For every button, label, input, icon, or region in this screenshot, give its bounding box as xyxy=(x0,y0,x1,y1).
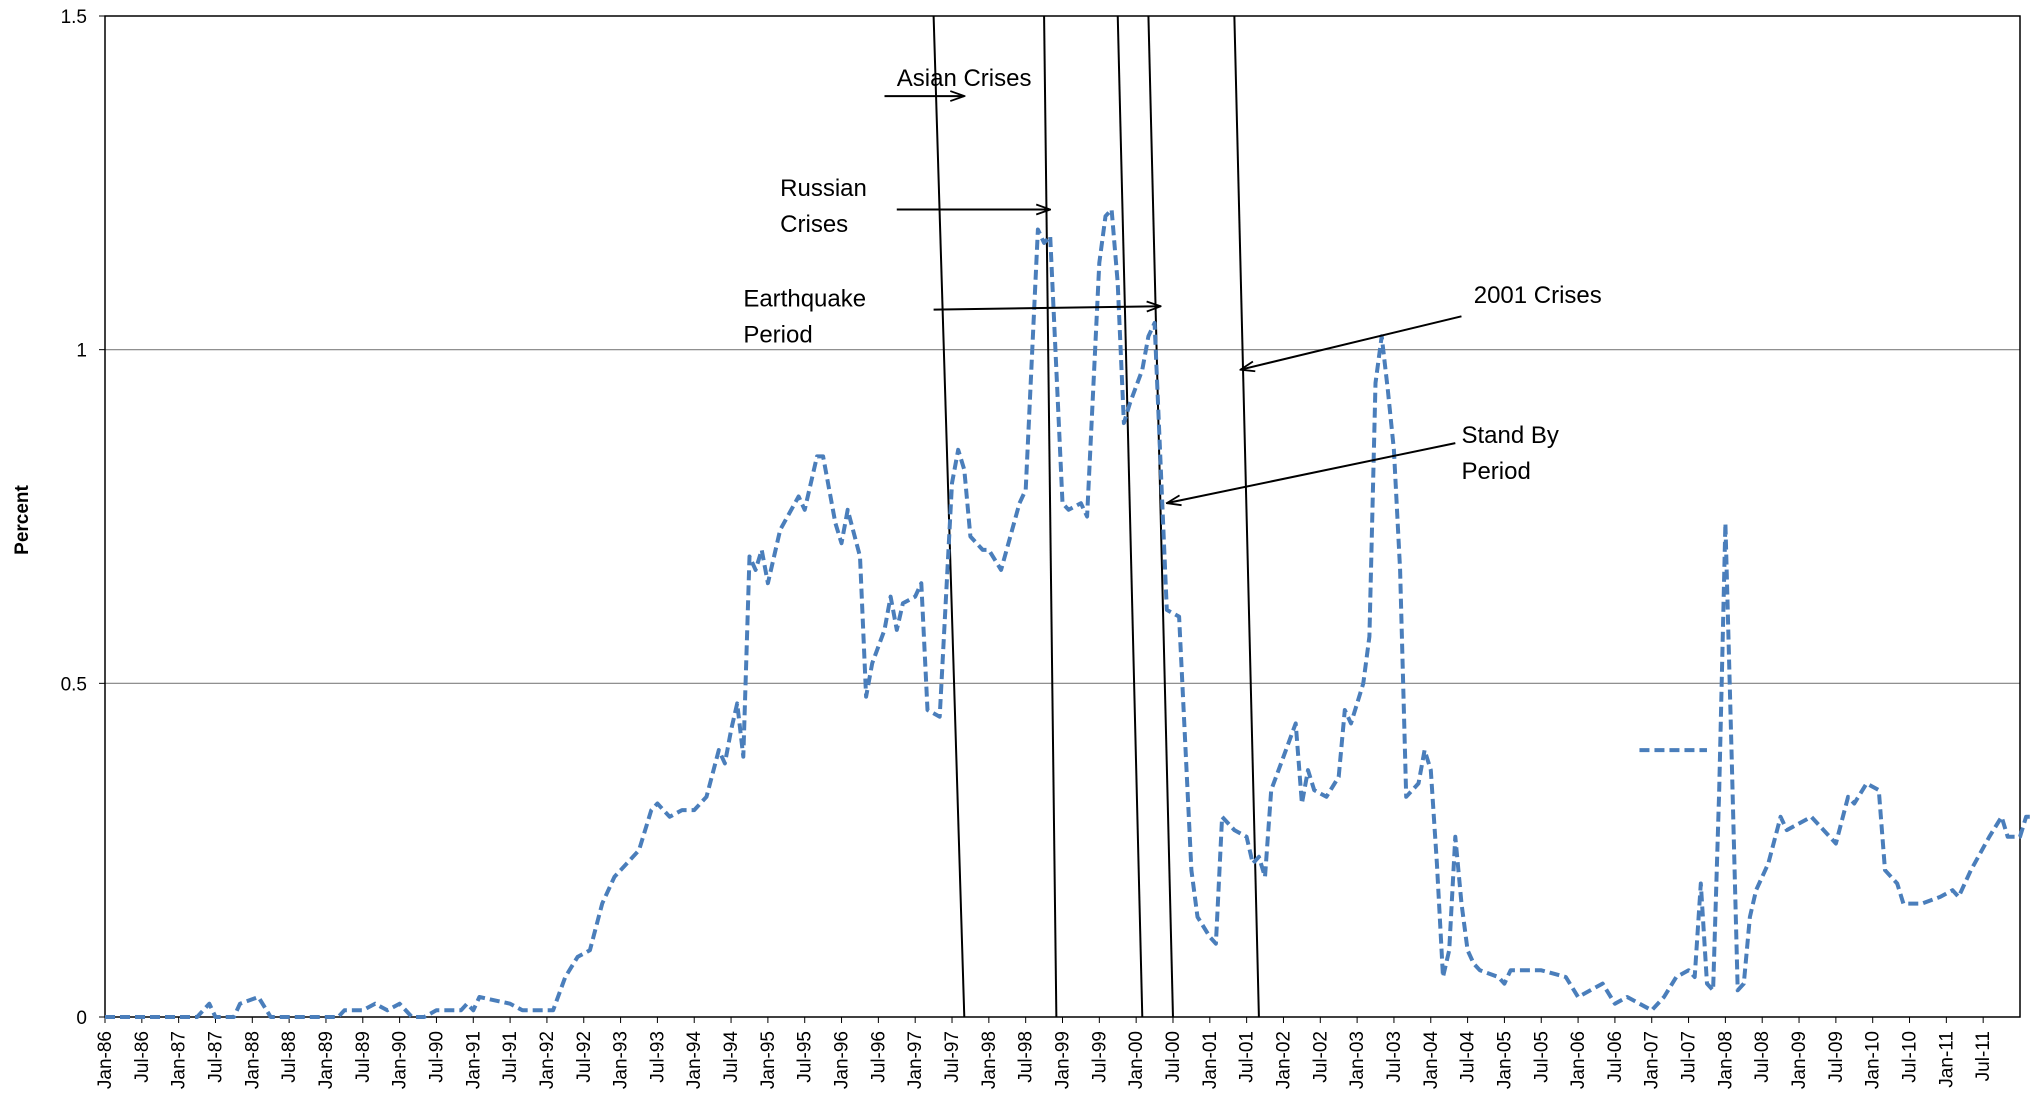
x-tick-label: Jan-91 xyxy=(463,1031,484,1089)
x-tick-label: Jul-94 xyxy=(721,1031,742,1083)
annotation-label: Earthquake Period xyxy=(743,285,866,348)
series xyxy=(105,207,2031,1019)
x-tick-label: Jan-93 xyxy=(611,1031,632,1089)
x-tick-label: Jul-04 xyxy=(1458,1031,1479,1083)
annotations: Asian Crises Russian Crises Earthquake Perio… xyxy=(743,65,1602,503)
x-tick-label: Jul-89 xyxy=(353,1031,374,1083)
x-tick-label: Jan-96 xyxy=(832,1031,853,1089)
y-axis: 0 0.5 1 1.5 xyxy=(61,7,105,1029)
x-tick-label: Jan-01 xyxy=(1200,1031,1221,1089)
annotation-arrow xyxy=(1167,442,1456,503)
gridlines xyxy=(105,349,2020,684)
x-tick-label: Jul-09 xyxy=(1826,1031,1847,1083)
x-tick-label: Jul-10 xyxy=(1900,1031,1921,1083)
annotation-label: 2001 Crises xyxy=(1474,282,1602,309)
x-tick-label: Jul-02 xyxy=(1310,1031,1331,1083)
x-tick-label: Jan-88 xyxy=(242,1031,263,1089)
x-tick-label: Jul-06 xyxy=(1605,1031,1626,1083)
x-tick-label: Jul-99 xyxy=(1089,1031,1110,1083)
vertical-markers xyxy=(932,15,1260,1018)
x-tick-label: Jan-06 xyxy=(1568,1031,1589,1089)
x-tick-label: Jul-92 xyxy=(574,1031,595,1083)
y-tick-label: 0 xyxy=(76,1008,87,1029)
x-tick-label: Jul-87 xyxy=(205,1031,226,1083)
event-marker-line xyxy=(1233,15,1260,1018)
x-tick-label: Jan-03 xyxy=(1347,1031,1368,1089)
y-tick-label: 1 xyxy=(76,341,87,362)
event-marker-line xyxy=(1147,15,1174,1018)
annotation-label: Stand By Period xyxy=(1461,422,1558,485)
x-tick-label: Jan-90 xyxy=(390,1031,411,1089)
x-tick-label: Jul-05 xyxy=(1531,1031,1552,1083)
x-tick-label: Jan-94 xyxy=(684,1031,705,1090)
x-tick-label: Jul-03 xyxy=(1384,1031,1405,1083)
x-tick-label: Jul-96 xyxy=(868,1031,889,1083)
series-line xyxy=(105,207,2031,1019)
annotation-line: Stand By xyxy=(1461,422,1558,449)
annotation-arrow xyxy=(1240,315,1462,369)
event-marker-line xyxy=(1043,15,1058,1018)
y-tick-label: 1.5 xyxy=(61,7,87,28)
x-tick-label: Jan-95 xyxy=(758,1031,779,1089)
x-tick-label: Jul-00 xyxy=(1163,1031,1184,1083)
annotation-arrow xyxy=(933,306,1161,309)
x-tick-label: Jul-88 xyxy=(279,1031,300,1083)
x-tick-label: Jul-95 xyxy=(795,1031,816,1083)
x-tick-label: Jan-07 xyxy=(1642,1031,1663,1089)
plot-border xyxy=(104,15,2021,1018)
x-tick-label: Jul-01 xyxy=(1237,1031,1258,1083)
x-tick-label: Jul-90 xyxy=(426,1031,447,1083)
x-tick-label: Jan-89 xyxy=(316,1031,337,1089)
x-tick-label: Jul-91 xyxy=(500,1031,521,1083)
annotation-label: Asian Crises xyxy=(897,65,1032,92)
x-tick-label: Jan-08 xyxy=(1715,1031,1736,1089)
annotation-label: Russian Crises xyxy=(780,175,867,238)
x-tick-label: Jul-11 xyxy=(1973,1031,1994,1081)
x-tick-label: Jan-98 xyxy=(979,1031,1000,1089)
x-tick-label: Jan-09 xyxy=(1789,1031,1810,1089)
x-tick-label: Jul-08 xyxy=(1752,1031,1773,1083)
x-tick-label: Jul-07 xyxy=(1679,1031,1700,1083)
y-axis-title: Percent xyxy=(12,484,33,554)
annotation-line: Earthquake xyxy=(743,285,866,312)
x-tick-label: Jan-04 xyxy=(1421,1031,1442,1090)
x-tick-label: Jul-86 xyxy=(132,1031,153,1083)
x-tick-label: Jan-86 xyxy=(95,1031,116,1089)
x-tick-label: Jan-11 xyxy=(1936,1031,1957,1088)
annotation-line: Period xyxy=(743,321,812,348)
x-tick-label: Jul-97 xyxy=(942,1031,963,1083)
event-marker-line xyxy=(932,15,966,1018)
x-tick-label: Jan-99 xyxy=(1053,1031,1074,1089)
y-tick-label: 0.5 xyxy=(61,674,87,695)
x-tick-label: Jan-87 xyxy=(169,1031,190,1089)
x-axis: Jan-86 Jul-86 Jan-87 Jul-87 Jan-88 Jul-88 Jan-… xyxy=(95,1017,1994,1089)
x-tick-label: Jan-00 xyxy=(1126,1031,1147,1089)
x-tick-label: Jan-10 xyxy=(1863,1031,1884,1089)
event-marker-line xyxy=(1116,15,1144,1018)
annotation-line: Crises xyxy=(780,211,848,238)
x-tick-label: Jan-02 xyxy=(1273,1031,1294,1089)
x-tick-label: Jan-05 xyxy=(1494,1031,1515,1089)
annotation-line: Asian Crises xyxy=(897,65,1032,92)
x-tick-label: Jul-93 xyxy=(647,1031,668,1083)
x-tick-label: Jan-97 xyxy=(905,1031,926,1089)
x-tick-label: Jul-98 xyxy=(1016,1031,1037,1083)
plot-area xyxy=(104,15,2021,1018)
x-tick-label: Jan-92 xyxy=(537,1031,558,1089)
annotation-line: 2001 Crises xyxy=(1474,282,1602,309)
annotation-line: Russian xyxy=(780,175,867,202)
annotation-line: Period xyxy=(1461,458,1530,485)
